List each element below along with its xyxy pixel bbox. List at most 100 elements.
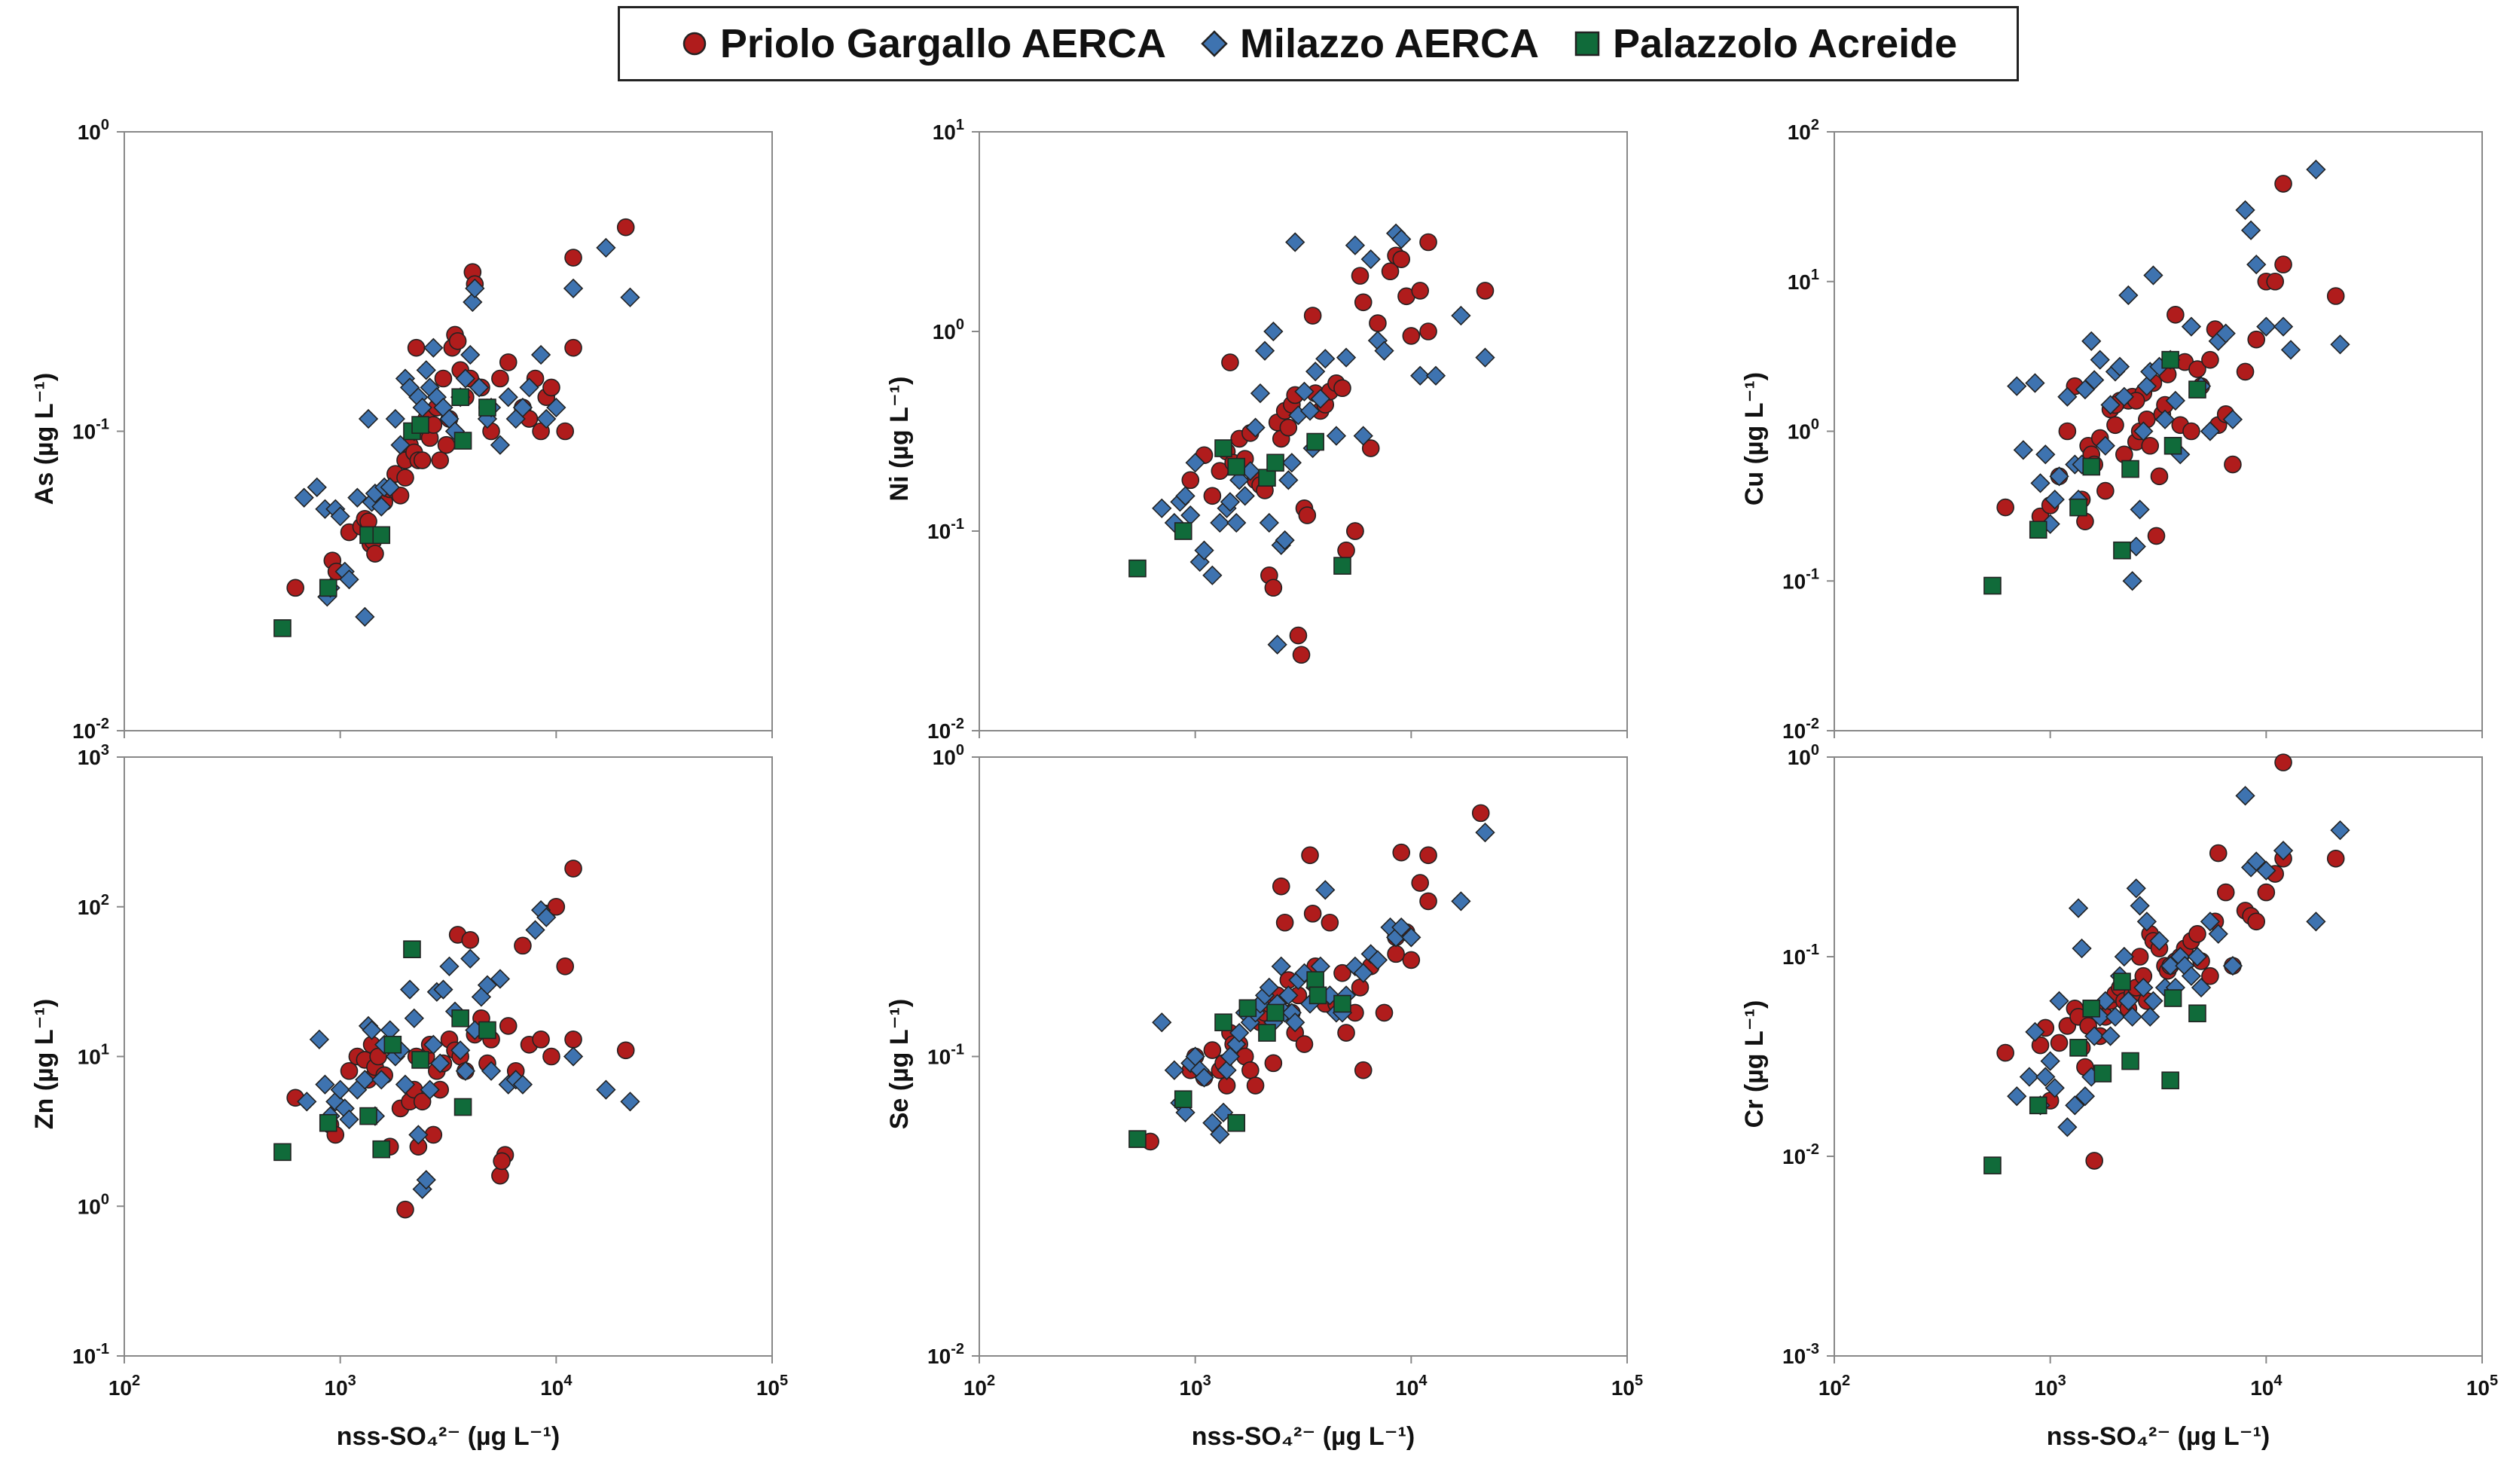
point-milazzo-ni-21[interactable] xyxy=(1267,634,1287,655)
point-milazzo-as-33[interactable] xyxy=(460,344,481,365)
point-palazzolo-se-2[interactable] xyxy=(1214,1013,1232,1032)
point-milazzo-cu-46[interactable] xyxy=(2306,159,2326,180)
point-priolo-se-48[interactable] xyxy=(1387,945,1405,963)
point-priolo-ni-34[interactable] xyxy=(1351,267,1370,285)
point-priolo-cu-42[interactable] xyxy=(2236,362,2255,381)
point-milazzo-zn-18[interactable] xyxy=(395,1074,416,1095)
point-milazzo-as-18[interactable] xyxy=(390,435,411,455)
point-milazzo-as-11[interactable] xyxy=(358,408,379,429)
point-priolo-ni-38[interactable] xyxy=(1381,262,1400,281)
point-milazzo-ni-28[interactable] xyxy=(1294,381,1315,402)
point-milazzo-se-27[interactable] xyxy=(1285,1012,1305,1033)
point-milazzo-ni-19[interactable] xyxy=(1259,512,1279,533)
point-priolo-cr-4[interactable] xyxy=(2050,1034,2069,1052)
point-priolo-ni-45[interactable] xyxy=(1419,322,1437,340)
point-milazzo-cu-22[interactable] xyxy=(2122,571,2142,591)
point-priolo-se-20[interactable] xyxy=(1275,913,1294,932)
point-milazzo-cu-38[interactable] xyxy=(2215,323,2236,344)
point-milazzo-as-48[interactable] xyxy=(596,237,616,258)
point-priolo-ni-44[interactable] xyxy=(1419,233,1437,252)
point-milazzo-cr-6[interactable] xyxy=(2044,1078,2065,1098)
point-priolo-cu-25[interactable] xyxy=(2147,527,2166,545)
point-priolo-se-44[interactable] xyxy=(1411,874,1429,892)
point-priolo-zn-47[interactable] xyxy=(564,860,582,878)
point-palazzolo-zn-5[interactable] xyxy=(403,940,421,958)
point-milazzo-se-9[interactable] xyxy=(1210,1124,1230,1144)
point-priolo-cr-39[interactable] xyxy=(2216,883,2235,902)
point-priolo-as-14[interactable] xyxy=(391,487,410,505)
point-priolo-ni-14[interactable] xyxy=(1264,579,1283,597)
point-milazzo-cr-43[interactable] xyxy=(2246,851,2267,872)
point-milazzo-se-46[interactable] xyxy=(1451,891,1471,911)
point-milazzo-zn-33[interactable] xyxy=(460,948,481,969)
point-milazzo-zn-27[interactable] xyxy=(430,1053,450,1073)
point-milazzo-cr-40[interactable] xyxy=(2222,955,2243,976)
point-milazzo-cu-2[interactable] xyxy=(2025,373,2045,393)
point-milazzo-ni-12[interactable] xyxy=(1226,512,1247,533)
point-priolo-cr-49[interactable] xyxy=(2085,1152,2103,1170)
point-priolo-zn-18[interactable] xyxy=(413,1092,432,1111)
point-priolo-as-24[interactable] xyxy=(431,451,450,469)
point-milazzo-cu-7[interactable] xyxy=(2049,466,2069,487)
point-palazzolo-cr-3[interactable] xyxy=(2082,1000,2101,1018)
point-palazzolo-ni-6[interactable] xyxy=(1306,432,1324,451)
point-priolo-ni-43[interactable] xyxy=(1411,282,1429,300)
point-priolo-ni-40[interactable] xyxy=(1392,250,1411,268)
point-milazzo-se-23[interactable] xyxy=(1271,956,1291,976)
point-priolo-ni-37[interactable] xyxy=(1369,314,1387,332)
point-palazzolo-ni-3[interactable] xyxy=(1227,457,1246,476)
point-milazzo-zn-25[interactable] xyxy=(423,1034,444,1055)
point-milazzo-ni-3[interactable] xyxy=(1175,486,1195,506)
point-priolo-se-41[interactable] xyxy=(1392,843,1411,862)
point-milazzo-ni-24[interactable] xyxy=(1278,470,1299,490)
point-palazzolo-ni-1[interactable] xyxy=(1174,522,1192,540)
point-priolo-cu-43[interactable] xyxy=(2247,330,2266,349)
point-priolo-as-39[interactable] xyxy=(491,369,509,388)
point-milazzo-zn-28[interactable] xyxy=(433,979,453,1000)
point-milazzo-ni-34[interactable] xyxy=(1326,426,1347,446)
point-milazzo-se-11[interactable] xyxy=(1217,1060,1237,1080)
point-milazzo-se-0[interactable] xyxy=(1152,1012,1172,1033)
point-milazzo-cu-3[interactable] xyxy=(2030,473,2050,493)
point-priolo-cr-44[interactable] xyxy=(2257,883,2276,902)
point-milazzo-ni-33[interactable] xyxy=(1315,349,1336,369)
point-palazzolo-se-7[interactable] xyxy=(1306,971,1324,989)
point-milazzo-cr-0[interactable] xyxy=(2007,1086,2027,1107)
point-priolo-cr-1[interactable] xyxy=(2031,1036,2050,1055)
point-milazzo-zn-1[interactable] xyxy=(309,1029,330,1049)
point-priolo-cu-14[interactable] xyxy=(2106,416,2124,435)
point-milazzo-cr-5[interactable] xyxy=(2040,1051,2060,1071)
point-palazzolo-cr-4[interactable] xyxy=(2093,1064,2112,1082)
point-milazzo-cu-41[interactable] xyxy=(2240,220,2261,240)
point-priolo-ni-5[interactable] xyxy=(1221,353,1239,371)
point-milazzo-ni-7[interactable] xyxy=(1194,540,1214,560)
point-milazzo-cr-46[interactable] xyxy=(2306,911,2326,932)
point-milazzo-zn-19[interactable] xyxy=(399,979,420,1000)
point-palazzolo-as-5[interactable] xyxy=(411,416,429,434)
point-milazzo-as-35[interactable] xyxy=(465,278,485,298)
point-priolo-se-36[interactable] xyxy=(1351,979,1370,997)
point-milazzo-zn-47[interactable] xyxy=(620,1092,640,1112)
point-priolo-ni-2[interactable] xyxy=(1203,487,1222,505)
point-milazzo-zn-23[interactable] xyxy=(416,1170,436,1190)
point-milazzo-cu-32[interactable] xyxy=(2165,390,2186,411)
point-milazzo-cu-24[interactable] xyxy=(2130,499,2150,520)
point-priolo-zn-30[interactable] xyxy=(461,931,480,949)
point-milazzo-cr-44[interactable] xyxy=(2256,860,2276,881)
point-palazzolo-cr-6[interactable] xyxy=(2121,1052,2139,1070)
point-priolo-ni-18[interactable] xyxy=(1279,418,1298,437)
point-priolo-se-4[interactable] xyxy=(1203,1041,1222,1059)
point-milazzo-cu-0[interactable] xyxy=(2007,376,2027,396)
point-milazzo-zn-44[interactable] xyxy=(536,907,557,927)
point-palazzolo-ni-2[interactable] xyxy=(1214,439,1232,457)
point-milazzo-cu-40[interactable] xyxy=(2235,200,2255,221)
point-milazzo-ni-29[interactable] xyxy=(1299,401,1321,421)
point-milazzo-as-6[interactable] xyxy=(330,506,350,527)
point-milazzo-cr-7[interactable] xyxy=(2049,991,2069,1011)
point-milazzo-cu-20[interactable] xyxy=(2114,386,2134,407)
point-milazzo-cu-39[interactable] xyxy=(2222,409,2243,429)
point-milazzo-ni-36[interactable] xyxy=(1345,235,1366,255)
point-priolo-ni-25[interactable] xyxy=(1303,307,1322,325)
point-milazzo-ni-17[interactable] xyxy=(1250,383,1271,404)
point-milazzo-ni-14[interactable] xyxy=(1235,486,1255,506)
